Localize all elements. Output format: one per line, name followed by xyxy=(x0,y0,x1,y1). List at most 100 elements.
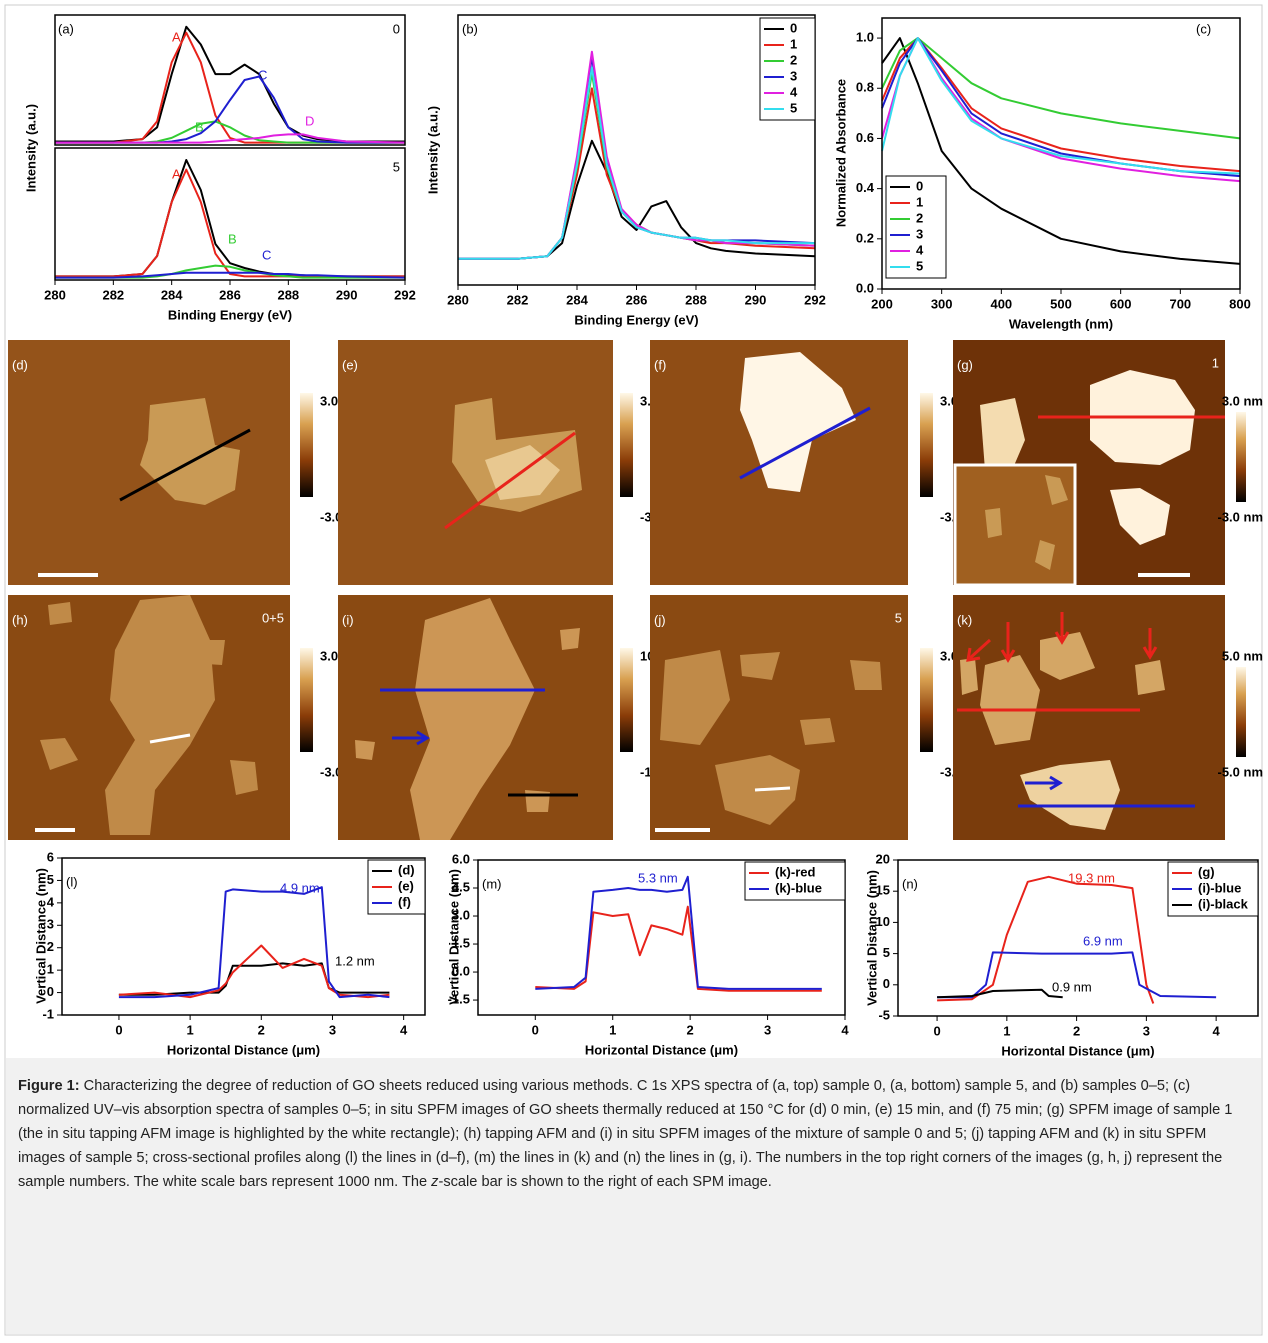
x-tick-label: 200 xyxy=(871,296,893,311)
panel-label: (m) xyxy=(482,876,502,891)
annotation: 5.3 nm xyxy=(638,870,678,885)
x-tick-label: 3 xyxy=(1143,1023,1150,1038)
x-tick-label: 282 xyxy=(102,287,124,302)
afm-sheet xyxy=(980,398,1025,475)
profile-line xyxy=(1054,631,1070,645)
image-label: (f) xyxy=(654,357,666,372)
legend-label: (e) xyxy=(398,878,414,893)
afm-sheet xyxy=(985,508,1002,538)
z-colorbar xyxy=(300,648,313,752)
data-line xyxy=(458,66,815,260)
data-line xyxy=(881,37,1241,265)
plot-frame xyxy=(477,859,846,1016)
legend-label: (g) xyxy=(1198,864,1215,879)
data-line xyxy=(55,31,405,144)
x-axis-title: Horizontal Distance (μm) xyxy=(167,1042,320,1057)
y-tick-label: 4 xyxy=(47,894,55,909)
annotation: 1.2 nm xyxy=(335,953,375,968)
sample-number: 0+5 xyxy=(262,610,284,625)
x-tick-label: 288 xyxy=(685,292,707,307)
y-tick-label: -1.5 xyxy=(448,991,470,1006)
annotation: 0 xyxy=(393,21,400,36)
x-tick-label: 3 xyxy=(329,1022,336,1037)
x-tick-label: 2 xyxy=(258,1022,265,1037)
z-colorbar xyxy=(620,393,633,497)
x-tick-label: 300 xyxy=(931,296,953,311)
x-tick-label: 292 xyxy=(394,287,416,302)
y-axis-title: Normalized Absorbance xyxy=(833,79,848,227)
y-tick-label: 20 xyxy=(876,851,890,866)
image-label: (h) xyxy=(12,612,28,627)
profile-line xyxy=(119,428,251,502)
legend-label: (i)-black xyxy=(1198,896,1249,911)
legend-label: 1 xyxy=(790,36,797,51)
afm-sheet xyxy=(1135,660,1165,695)
afm-sheet xyxy=(1045,475,1068,505)
profile-line xyxy=(966,647,981,662)
y-tick-label: 15 xyxy=(876,883,890,898)
x-tick-label: 500 xyxy=(1050,296,1072,311)
panel-label: (n) xyxy=(902,876,918,891)
legend-label: 5 xyxy=(916,258,923,273)
x-tick-label: 0 xyxy=(532,1022,539,1037)
afm-sheet xyxy=(980,655,1040,745)
afm-sheet xyxy=(740,652,780,680)
x-tick-label: 4 xyxy=(1213,1023,1221,1038)
image-label: (j) xyxy=(654,612,666,627)
x-tick-label: 800 xyxy=(1229,296,1251,311)
x-tick-label: 284 xyxy=(161,287,183,302)
x-tick-label: 290 xyxy=(336,287,358,302)
x-tick-label: 700 xyxy=(1169,296,1191,311)
z-colorbar xyxy=(1236,412,1246,502)
legend-label: 1 xyxy=(916,194,923,209)
image-label: (g) xyxy=(957,357,973,372)
z-colorbar xyxy=(920,648,933,752)
afm-sheet xyxy=(140,398,240,505)
x-tick-label: 292 xyxy=(804,292,826,307)
annotation: 6.9 nm xyxy=(1083,933,1123,948)
profile-line xyxy=(968,638,992,660)
y-tick-label: 10 xyxy=(876,914,890,929)
y-tick-label: 1.5 xyxy=(452,935,470,950)
plot-frame xyxy=(897,859,1259,1017)
panel-label: (b) xyxy=(462,21,478,36)
x-axis-title: Binding Energy (eV) xyxy=(168,307,292,322)
legend-label: 0 xyxy=(790,20,797,35)
afm-sheet xyxy=(1020,760,1120,830)
panel-label: (c) xyxy=(1196,21,1211,36)
afm-sheet xyxy=(1040,632,1095,680)
afm-sheet xyxy=(48,602,72,625)
x-tick-label: 600 xyxy=(1110,296,1132,311)
legend-label: (k)-blue xyxy=(775,880,822,895)
afm-sheet xyxy=(525,790,550,812)
panel-label: (a) xyxy=(58,21,74,36)
plot-frame xyxy=(457,14,816,286)
annotation: D xyxy=(305,113,314,128)
y-tick-label: 5 xyxy=(883,945,890,960)
afm-sheet xyxy=(740,352,856,492)
image-label: (i) xyxy=(342,612,354,627)
x-tick-label: 3 xyxy=(764,1022,771,1037)
profile-line xyxy=(149,733,191,744)
annotation: A xyxy=(172,166,181,181)
legend-label: (d) xyxy=(398,862,415,877)
image-label: (k) xyxy=(957,612,972,627)
x-tick-label: 0 xyxy=(933,1023,940,1038)
y-tick-label: 1 xyxy=(47,962,54,977)
x-tick-label: 2 xyxy=(687,1022,694,1037)
x-tick-label: 4 xyxy=(841,1022,849,1037)
x-tick-label: 1 xyxy=(609,1022,616,1037)
y-tick-label: 2 xyxy=(47,939,54,954)
x-tick-label: 286 xyxy=(626,292,648,307)
data-line xyxy=(881,37,1241,173)
x-tick-label: 2 xyxy=(1073,1023,1080,1038)
plot-frame xyxy=(54,14,406,146)
y-axis-title: Vertical Distance (nm) xyxy=(446,869,461,1005)
data-line xyxy=(937,988,1063,999)
y-tick-label: 3 xyxy=(47,917,54,932)
legend-label: 0 xyxy=(916,178,923,193)
profile-line xyxy=(739,406,871,480)
y-tick-label: 0.0 xyxy=(452,963,470,978)
sample-number: 1 xyxy=(1212,355,1219,370)
figure-border xyxy=(4,4,1263,1336)
